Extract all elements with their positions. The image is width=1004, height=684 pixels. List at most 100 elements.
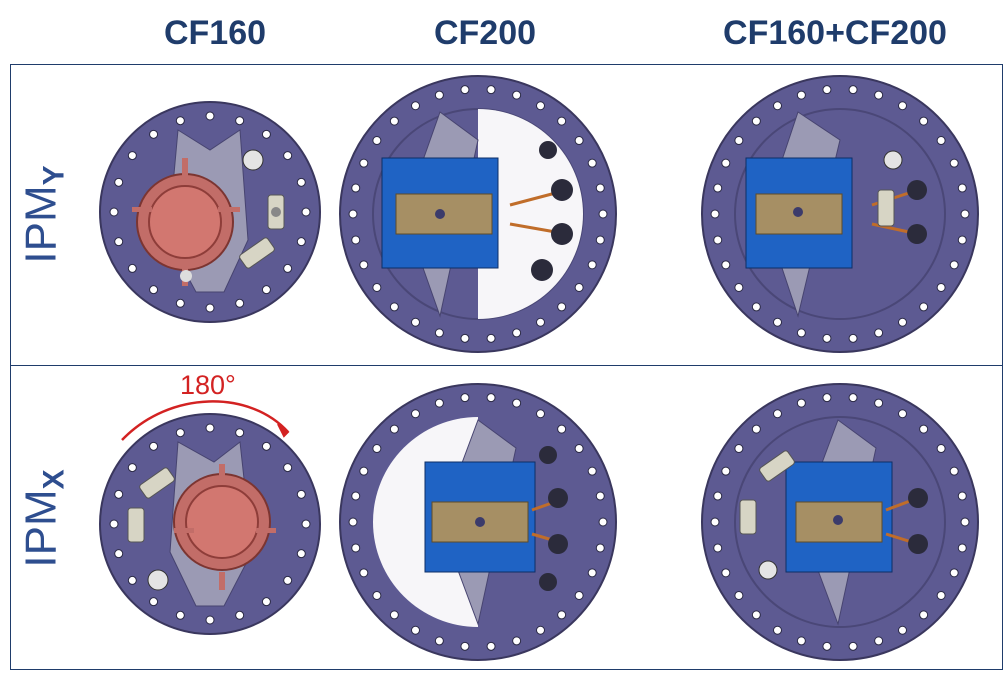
bolt-hole — [848, 333, 858, 343]
bolt-hole — [874, 328, 884, 338]
bolt-hole — [235, 610, 245, 620]
bolt-hole — [751, 116, 761, 126]
bolt-hole — [919, 610, 929, 620]
bolt-hole — [587, 466, 597, 476]
row-divider — [10, 365, 1003, 366]
bolt-hole — [411, 101, 420, 111]
rotation-angle-label: 180° — [180, 370, 236, 400]
bolt-hole — [710, 209, 720, 219]
bolt-hole — [773, 317, 782, 327]
bolt-hole — [713, 183, 723, 193]
bolt-hole — [372, 282, 382, 292]
bolt-hole — [751, 424, 761, 434]
bolt-hole — [114, 177, 124, 187]
bolt-hole — [296, 489, 306, 499]
bolt-hole — [960, 517, 970, 527]
bolt-hole — [949, 568, 959, 578]
bolt-hole — [486, 641, 496, 651]
bolt-hole — [751, 302, 761, 312]
bolt-hole-ring — [109, 111, 311, 313]
column-header-cf160-cf200: CF160+CF200 — [723, 14, 947, 52]
bolt-hole — [587, 260, 597, 270]
bolt-hole — [595, 235, 605, 245]
bolt-hole — [261, 597, 271, 607]
bolt-hole — [127, 575, 137, 585]
bolt-hole — [389, 610, 399, 620]
bolt-hole — [351, 235, 361, 245]
bolt-hole — [261, 441, 271, 451]
bolt-hole — [175, 610, 185, 620]
bolt-hole — [957, 183, 967, 193]
bolt-hole — [796, 328, 806, 338]
bolt-hole — [283, 263, 293, 273]
figure-frame — [10, 64, 1003, 670]
bolt-hole — [175, 428, 185, 438]
bolt-hole — [372, 136, 382, 146]
bolt-hole — [411, 317, 420, 327]
bolt-hole — [721, 568, 731, 578]
bolt-hole — [936, 136, 946, 146]
bolt-hole — [512, 636, 522, 646]
bolt-hole — [460, 333, 470, 343]
bolt-hole — [536, 101, 545, 111]
bolt-hole — [359, 466, 369, 476]
bolt-hole — [114, 237, 124, 247]
bolt-hole-ring — [348, 85, 608, 343]
bolt-hole — [512, 90, 522, 100]
bolt-hole — [127, 263, 137, 273]
bolt-hole — [235, 428, 245, 438]
bolt-hole — [595, 543, 605, 553]
bolt-hole — [351, 183, 361, 193]
bolt-hole — [734, 136, 744, 146]
bolt-hole — [822, 393, 832, 403]
bolt-hole — [205, 423, 215, 433]
bolt-hole — [109, 519, 119, 529]
bolt-hole — [919, 302, 929, 312]
bolt-hole — [301, 207, 311, 217]
bolt-hole — [149, 285, 159, 295]
bolt-hole — [348, 517, 358, 527]
bolt-hole — [127, 463, 137, 473]
bolt-hole — [960, 209, 970, 219]
bolt-hole — [149, 441, 159, 451]
bolt-hole — [710, 517, 720, 527]
bolt-hole — [460, 85, 470, 95]
bolt-hole — [389, 424, 399, 434]
bolt-hole — [205, 111, 215, 121]
bolt-hole-ring — [710, 393, 970, 651]
bolt-hole — [713, 543, 723, 553]
bolt-hole — [898, 625, 907, 635]
bolt-hole — [235, 298, 245, 308]
rotation-arrow — [121, 400, 289, 441]
bolt-hole-ring — [348, 393, 608, 651]
bolt-hole — [713, 491, 723, 501]
bolt-hole — [796, 636, 806, 646]
bolt-hole — [919, 116, 929, 126]
bolt-hole — [848, 85, 858, 95]
bolt-hole — [351, 491, 361, 501]
bolt-hole — [898, 101, 907, 111]
bolt-hole — [822, 85, 832, 95]
bolt-hole — [721, 158, 731, 168]
bolt-hole — [574, 136, 584, 146]
bolt-hole — [721, 466, 731, 476]
bolt-hole — [434, 90, 444, 100]
bolt-hole — [359, 158, 369, 168]
bolt-hole — [957, 491, 967, 501]
bolt-hole-ring — [109, 423, 311, 625]
bolt-hole — [389, 302, 399, 312]
bolt-hole — [411, 625, 420, 635]
bolt-hole-ring — [710, 85, 970, 343]
bolt-hole — [434, 328, 444, 338]
bolt-hole — [127, 151, 137, 161]
column-header-cf160: CF160 — [163, 14, 267, 52]
bolt-hole — [936, 590, 946, 600]
bolt-hole — [359, 260, 369, 270]
bolt-hole — [109, 207, 119, 217]
bolt-hole — [359, 568, 369, 578]
bolt-hole — [536, 625, 545, 635]
bolt-hole — [235, 116, 245, 126]
bolt-hole — [595, 183, 605, 193]
